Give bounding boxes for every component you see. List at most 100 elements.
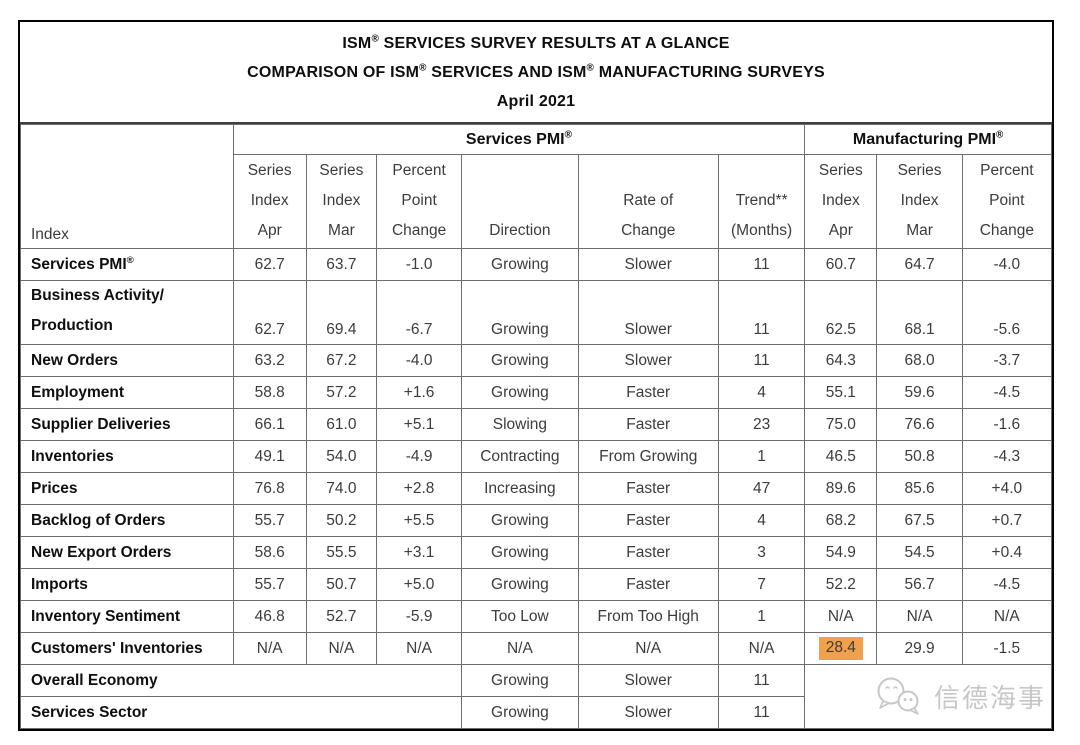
table-cell: N/A: [876, 600, 963, 633]
table-cell: Faster: [577, 376, 719, 409]
table-row-employment: Employment 58.8 57.2 +1.6 Growing Faster…: [20, 376, 1053, 409]
table-cell: 55.7: [232, 568, 307, 601]
table-cell: Growing: [461, 280, 579, 345]
table-cell: 57.2: [305, 376, 377, 409]
table-cell: N/A: [577, 632, 719, 665]
table-row-services-sector: Services Sector Growing Slower 11: [19, 696, 1052, 729]
table-cell: +5.0: [375, 568, 463, 601]
group-header-row: Index Services PMI® Manufacturing PMI®: [20, 124, 1052, 249]
table-cell: 1: [717, 440, 806, 473]
table-cell: 62.7: [232, 280, 307, 345]
table-cell: 74.0: [305, 472, 377, 505]
table-cell: -4.0: [375, 344, 463, 377]
table-cell: Growing: [461, 344, 579, 377]
table-cell: 50.2: [305, 504, 377, 537]
table-cell: 63.7: [305, 248, 377, 281]
table-cell: -1.6: [961, 408, 1053, 441]
header-cell: Percent Point Change: [961, 154, 1053, 249]
table-cell: 55.7: [232, 504, 307, 537]
table-cell: Growing: [461, 568, 579, 601]
table-cell: 11: [717, 696, 806, 729]
table-row-supplier-deliveries: Supplier Deliveries 66.1 61.0 +5.1 Slowi…: [20, 408, 1053, 441]
table-cell: -1.0: [375, 248, 463, 281]
survey-table: Index Services PMI® Manufacturing PMI® S…: [19, 124, 1053, 729]
table-row-imports: Imports 55.7 50.7 +5.0 Growing Faster 7 …: [20, 568, 1053, 601]
table-cell: 62.5: [804, 280, 878, 345]
table-cell: From Too High: [577, 600, 719, 633]
table-cell: +5.1: [375, 408, 463, 441]
title-line-2: COMPARISON OF ISM® SERVICES AND ISM® MAN…: [247, 62, 825, 81]
table-cell: Slower: [577, 664, 719, 697]
table-cell: N/A: [961, 600, 1053, 633]
table-cell: Growing: [461, 248, 579, 281]
table-cell: Faster: [577, 472, 719, 505]
table-cell: 52.2: [804, 568, 878, 601]
table-cell: Growing: [461, 536, 579, 569]
table-cell: Contracting: [461, 440, 579, 473]
services-pmi-group-header: Services PMI®: [232, 124, 806, 155]
row-label: Prices: [20, 472, 234, 505]
table-cell: 54.0: [305, 440, 377, 473]
highlight-marker: 28.4: [818, 637, 863, 660]
table-cell: Faster: [577, 408, 719, 441]
table-cell: 11: [717, 248, 806, 281]
table-cell: 23: [717, 408, 806, 441]
header-cell: Percent Point Change: [375, 154, 463, 249]
header-cell: Series Index Apr: [232, 154, 307, 249]
table-cell: Slower: [577, 696, 719, 729]
table-cell: Slowing: [461, 408, 579, 441]
header-cell: Rate of Change: [577, 154, 719, 249]
table-cell: +0.4: [961, 536, 1053, 569]
table-cell: -3.7: [961, 344, 1053, 377]
index-column-header: Index: [20, 124, 234, 249]
table-cell: -5.9: [375, 600, 463, 633]
table-cell: -5.6: [961, 280, 1053, 345]
table-cell: 62.7: [232, 248, 307, 281]
table-cell: N/A: [804, 600, 878, 633]
registered-mark: ®: [996, 129, 1004, 141]
header-cell: Series Index Mar: [876, 154, 963, 249]
row-label: Employment: [20, 376, 234, 409]
row-label: New Orders: [20, 344, 234, 377]
table-cell: +4.0: [961, 472, 1053, 505]
watermark: 信德海事: [806, 676, 1051, 718]
table-row-backlog-of-orders: Backlog of Orders 55.7 50.2 +5.5 Growing…: [20, 504, 1053, 537]
registered-mark: ®: [371, 33, 379, 45]
registered-mark: ®: [419, 62, 427, 74]
header-cell: Series Index Mar: [305, 154, 377, 249]
table-cell: N/A: [305, 632, 377, 665]
table-cell: Slower: [577, 344, 719, 377]
table-cell: 54.9: [804, 536, 878, 569]
table-cell: 58.8: [232, 376, 307, 409]
highlighted-cell: 28.4: [804, 632, 878, 665]
survey-results-card: ISM® SERVICES SURVEY RESULTS AT A GLANCE…: [18, 20, 1054, 731]
table-cell: Growing: [461, 664, 579, 697]
row-label: Services PMI®: [20, 248, 234, 281]
table-cell: 76.6: [876, 408, 963, 441]
row-label: Inventories: [20, 440, 234, 473]
column-header-row: Series Index Apr Series Index Mar Percen…: [21, 154, 1053, 249]
header-cell: Direction: [461, 154, 579, 249]
table-cell: 66.1: [232, 408, 307, 441]
table-cell: -4.0: [961, 248, 1053, 281]
table-cell: Growing: [461, 696, 579, 729]
table-cell: 11: [717, 344, 806, 377]
table-cell: 58.6: [232, 536, 307, 569]
table-cell: -6.7: [375, 280, 463, 345]
table-row-business-activity: Business Activity/Production 62.7 69.4 -…: [20, 280, 1053, 345]
table-cell: +5.5: [375, 504, 463, 537]
row-label: Supplier Deliveries: [20, 408, 234, 441]
table-cell: 64.7: [876, 248, 963, 281]
table-row-new-orders: New Orders 63.2 67.2 -4.0 Growing Slower…: [20, 344, 1053, 377]
registered-mark: ®: [564, 129, 572, 141]
header-cell: Trend** (Months): [717, 154, 806, 249]
table-row-inventories: Inventories 49.1 54.0 -4.9 Contracting F…: [20, 440, 1053, 473]
table-cell: 67.2: [305, 344, 377, 377]
row-label: Customers' Inventories: [20, 632, 234, 665]
table-cell: 7: [717, 568, 806, 601]
table-cell: 50.8: [876, 440, 963, 473]
table-cell: 3: [717, 536, 806, 569]
table-cell: +2.8: [375, 472, 463, 505]
title-line-1: ISM® SERVICES SURVEY RESULTS AT A GLANCE: [342, 33, 730, 52]
